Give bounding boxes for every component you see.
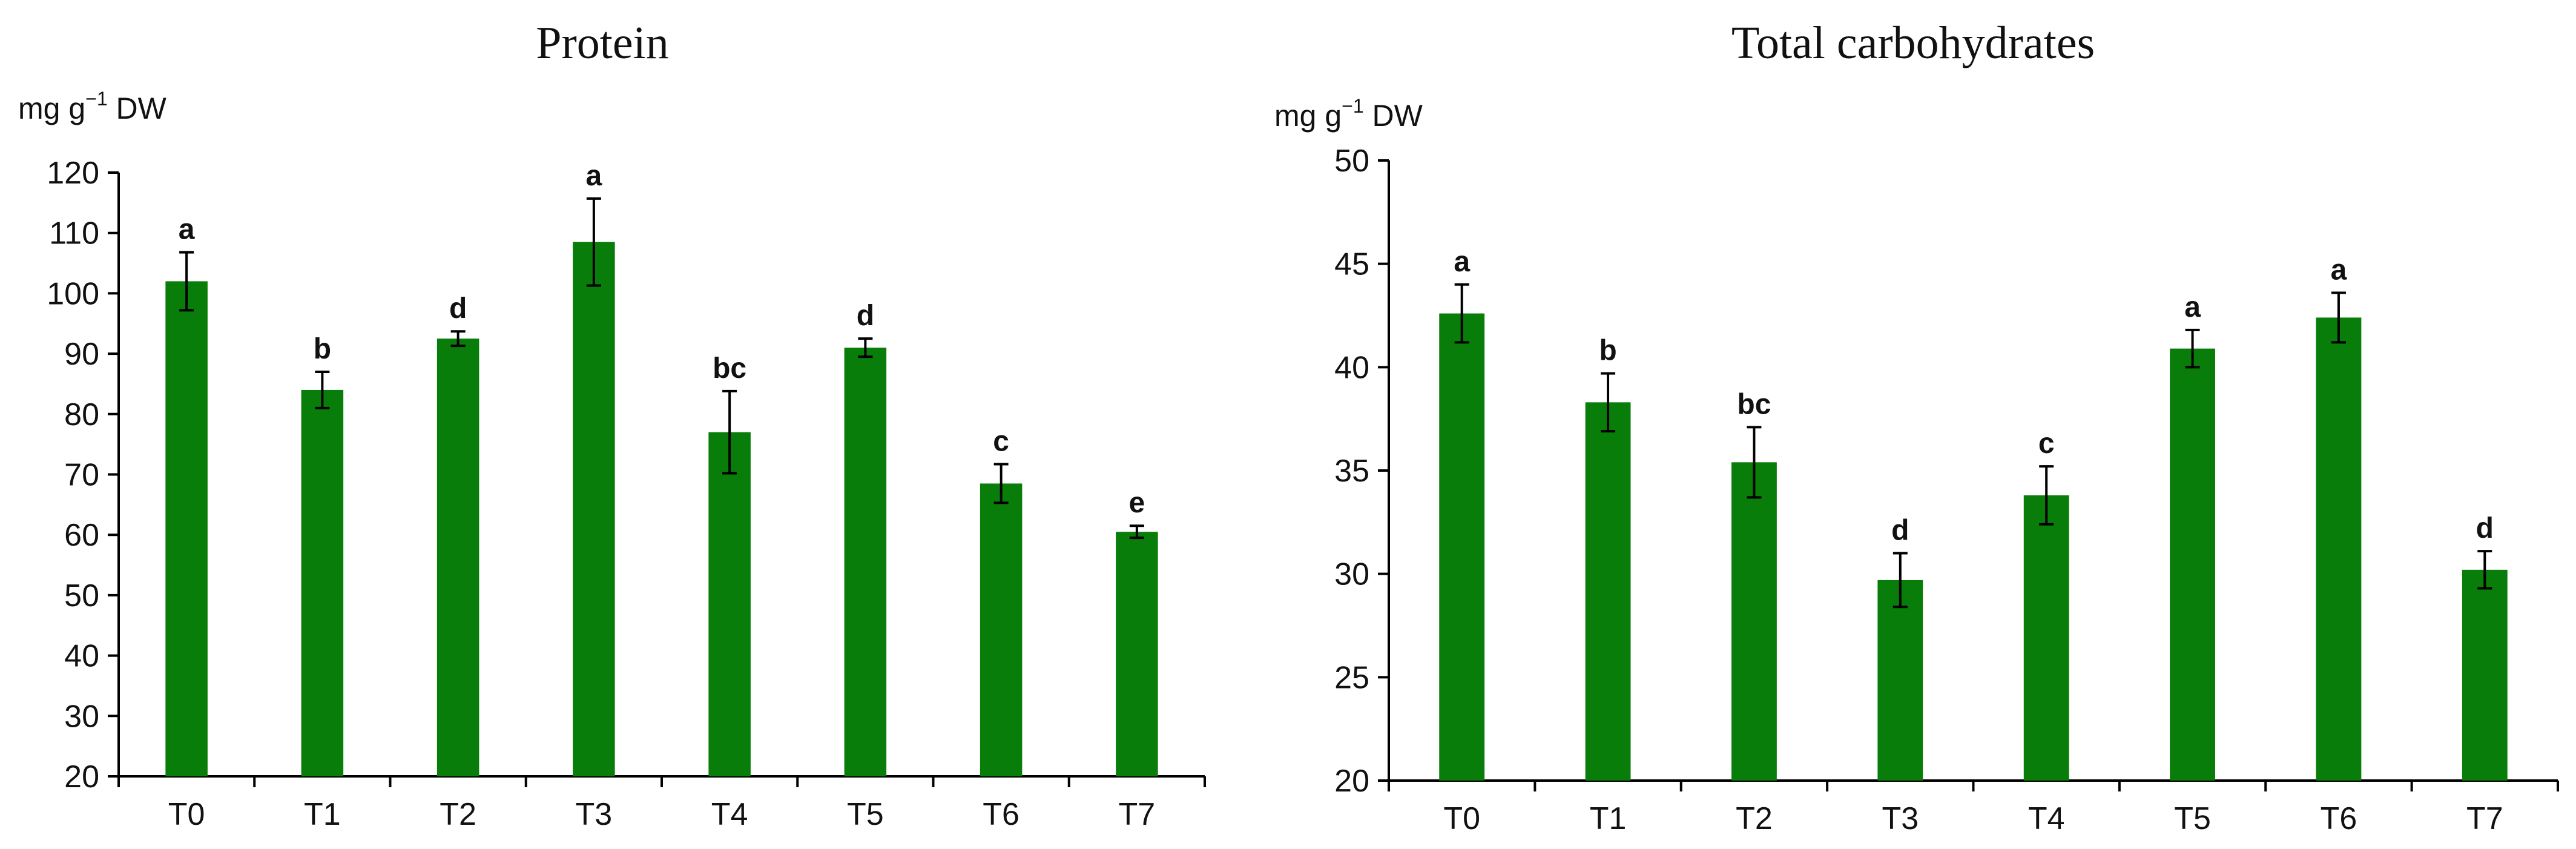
protein-x-tick-label: T1 (304, 797, 341, 832)
carbohydrates-significance-label: c (2038, 428, 2055, 460)
carbohydrates-y-tick-label: 35 (1334, 454, 1369, 489)
carbohydrates-bar-t1 (1585, 402, 1631, 781)
protein-chart: Protein mg g−1 DW 20 30 40 50 60 70 80 90 100 110… (18, 18, 1206, 832)
protein-x-tick-label: T2 (440, 797, 476, 832)
protein-y-tick-label: 60 (64, 518, 99, 553)
carbohydrates-bar-t4 (2023, 495, 2069, 781)
carbohydrates-x-tick-label: T6 (2321, 801, 2357, 836)
carbohydrates-y-tick-label: 30 (1334, 557, 1369, 592)
protein-significance-label: b (314, 333, 331, 365)
carbohydrates-unit-suffix: DW (1364, 99, 1423, 133)
carbohydrates-significance-label: a (2184, 291, 2201, 323)
carbohydrates-bar-t3 (1877, 580, 1923, 781)
protein-chart-title: Protein (536, 18, 669, 68)
carbohydrates-significance-label: bc (1737, 388, 1771, 420)
protein-bar-t4 (708, 432, 751, 776)
carbohydrates-y-tick-label: 45 (1334, 247, 1369, 282)
protein-significance-label: a (179, 214, 195, 246)
carbohydrates-significance-label: d (2476, 512, 2494, 544)
protein-bar-t3 (573, 242, 615, 776)
carbohydrates-x-tick-label: T2 (1736, 801, 1773, 836)
protein-significance-label: e (1129, 487, 1145, 519)
protein-x-tick-label: T0 (168, 797, 205, 832)
carbohydrates-y-unit-label: mg g−1 DW (1274, 95, 1423, 133)
carbohydrates-plot-area: 20 25 30 35 40 45 50 a T0 b T1 bc T2 d T3 c T4 a T5 a T6 d T7 (1334, 144, 2559, 836)
protein-x-tick-label: T4 (711, 797, 748, 832)
protein-significance-label: bc (713, 352, 746, 385)
protein-bar-t1 (301, 389, 344, 776)
protein-unit-suffix: DW (108, 91, 167, 125)
carbohydrates-y-tick-label: 50 (1334, 144, 1369, 179)
protein-y-tick-label: 70 (64, 458, 99, 493)
protein-y-tick-label: 110 (49, 216, 99, 251)
protein-x-tick-label: T5 (847, 797, 884, 832)
carbohydrates-bar-t5 (2170, 348, 2215, 781)
protein-plot-area: 20 30 40 50 60 70 80 90 100 110 120 a T0 b T1 d T2 a T3 bc T… (47, 156, 1206, 832)
protein-significance-label: d (449, 292, 467, 325)
carbohydrates-bar-t6 (2316, 317, 2362, 781)
protein-y-tick-label: 120 (47, 156, 99, 191)
protein-y-tick-label: 100 (47, 276, 99, 311)
carbohydrates-x-tick-label: T5 (2174, 801, 2211, 836)
carbohydrates-x-tick-label: T7 (2466, 801, 2503, 836)
carbohydrates-bar-t7 (2462, 569, 2508, 781)
protein-x-tick-label: T6 (983, 797, 1020, 832)
protein-y-tick-label: 80 (64, 397, 99, 432)
protein-bar-t7 (1116, 532, 1158, 776)
carbohydrates-bar-t0 (1439, 313, 1485, 781)
protein-significance-label: c (993, 426, 1009, 458)
carbohydrates-y-tick-label: 40 (1334, 350, 1369, 385)
carbohydrates-chart: Total carbohydrates mg g−1 DW 20 25 30 35 40… (1274, 18, 2559, 836)
carbohydrates-significance-label: a (1454, 246, 1470, 278)
protein-bar-t6 (980, 483, 1023, 776)
carbohydrates-chart-title: Total carbohydrates (1731, 18, 2095, 68)
carbohydrates-significance-label: d (1891, 515, 1909, 547)
protein-y-tick-label: 40 (64, 639, 99, 674)
carbohydrates-bar-t2 (1731, 462, 1777, 781)
protein-unit-base: mg g (18, 91, 85, 125)
carbohydrates-x-tick-label: T4 (2028, 801, 2065, 836)
protein-y-tick-label: 50 (64, 578, 99, 613)
carbohydrates-unit-base: mg g (1274, 99, 1342, 133)
protein-x-tick-label: T3 (576, 797, 613, 832)
protein-y-tick-label: 90 (64, 337, 99, 372)
protein-significance-label: a (586, 160, 602, 192)
carbohydrates-x-tick-label: T0 (1443, 801, 1480, 836)
carbohydrates-significance-label: a (2331, 254, 2347, 286)
protein-bar-t2 (436, 339, 479, 776)
protein-bar-t5 (844, 348, 887, 776)
protein-y-unit-label: mg g−1 DW (18, 88, 167, 125)
carbohydrates-unit-superscript: −1 (1342, 95, 1363, 117)
protein-bar-t0 (165, 281, 208, 777)
carbohydrates-x-tick-label: T3 (1882, 801, 1919, 836)
protein-y-tick-label: 20 (64, 759, 99, 794)
protein-unit-superscript: −1 (85, 88, 107, 110)
carbohydrates-y-tick-label: 25 (1334, 660, 1369, 695)
protein-significance-label: d (857, 300, 874, 332)
carbohydrates-significance-label: b (1599, 335, 1616, 367)
carbohydrates-y-tick-label: 20 (1334, 764, 1369, 799)
protein-x-tick-label: T7 (1119, 797, 1156, 832)
protein-y-tick-label: 30 (64, 699, 99, 734)
carbohydrates-x-tick-label: T1 (1590, 801, 1627, 836)
